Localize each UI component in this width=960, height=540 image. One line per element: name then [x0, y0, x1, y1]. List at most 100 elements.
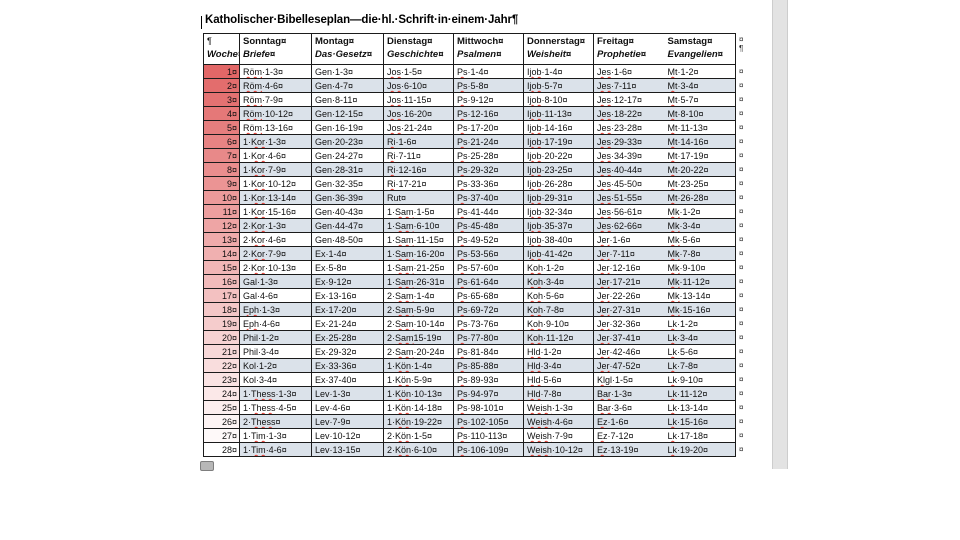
day-header-donnerstag[interactable]: Donnerstag¤ Weisheit¤: [523, 33, 594, 65]
reading-cell[interactable]: Mk·5-6¤: [664, 232, 736, 247]
reading-cell[interactable]: 1·Sam·11-15¤: [383, 232, 454, 247]
week-cell[interactable]: 18¤: [203, 302, 240, 317]
day-header-montag[interactable]: Montag¤ Das·Gesetz¤: [311, 33, 384, 65]
reading-cell[interactable]: 2·Sam·10-14¤: [383, 316, 454, 331]
week-cell[interactable]: 21¤: [203, 344, 240, 359]
reading-cell[interactable]: Gen·4-7¤: [311, 78, 384, 93]
reading-cell[interactable]: Ex·9-12¤: [311, 274, 384, 289]
reading-cell[interactable]: Mt·5-7¤: [664, 92, 736, 107]
reading-cell[interactable]: Jer·42-46¤: [593, 344, 665, 359]
reading-cell[interactable]: Ex·13-16¤: [311, 288, 384, 303]
reading-cell[interactable]: Lk·1-2¤: [664, 316, 736, 331]
reading-cell[interactable]: 2·Kor·7-9¤: [239, 246, 312, 261]
reading-cell[interactable]: Ps·65-68¤: [453, 288, 524, 303]
reading-cell[interactable]: Ps·12-16¤: [453, 106, 524, 121]
reading-cell[interactable]: 1·Sam·21-25¤: [383, 260, 454, 275]
reading-cell[interactable]: 1·Thess·4-5¤: [239, 400, 312, 415]
reading-cell[interactable]: Ps·61-64¤: [453, 274, 524, 289]
reading-cell[interactable]: 2·Sam·1-4¤: [383, 288, 454, 303]
reading-cell[interactable]: 2·Kön·1-5¤: [383, 428, 454, 443]
reading-cell[interactable]: Mk·9-10¤: [664, 260, 736, 275]
reading-cell[interactable]: Jer·47-52¤: [593, 358, 665, 373]
reading-cell[interactable]: 1·Sam·1-5¤: [383, 204, 454, 219]
reading-cell[interactable]: 1·Thess·1-3¤: [239, 386, 312, 401]
week-cell[interactable]: 8¤: [203, 162, 240, 177]
reading-cell[interactable]: Lk·3-4¤: [664, 330, 736, 345]
reading-cell[interactable]: 1·Sam·26-31¤: [383, 274, 454, 289]
reading-cell[interactable]: Ri·1-6¤: [383, 134, 454, 149]
reading-cell[interactable]: Jes·62-66¤: [593, 218, 665, 233]
reading-cell[interactable]: Ijob·35-37¤: [523, 218, 594, 233]
reading-cell[interactable]: Gen·36-39¤: [311, 190, 384, 205]
week-cell[interactable]: 23¤: [203, 372, 240, 387]
reading-cell[interactable]: Gen·8-11¤: [311, 92, 384, 107]
reading-cell[interactable]: Mt·3-4¤: [664, 78, 736, 93]
reading-cell[interactable]: Mt·26-28¤: [664, 190, 736, 205]
reading-cell[interactable]: 1·Kor·7-9¤: [239, 162, 312, 177]
reading-cell[interactable]: Ps·110-113¤: [453, 428, 524, 443]
reading-cell[interactable]: Jes·40-44¤: [593, 162, 665, 177]
reading-cell[interactable]: Röm·10-12¤: [239, 106, 312, 121]
reading-cell[interactable]: Jes·29-33¤: [593, 134, 665, 149]
reading-cell[interactable]: Ijob·23-25¤: [523, 162, 594, 177]
reading-cell[interactable]: Mk·7-8¤: [664, 246, 736, 261]
reading-cell[interactable]: Ijob·20-22¤: [523, 148, 594, 163]
reading-cell[interactable]: Mt·1-2¤: [664, 64, 736, 79]
week-cell[interactable]: 1¤: [203, 64, 240, 79]
reading-cell[interactable]: Ijob·1-4¤: [523, 64, 594, 79]
reading-cell[interactable]: Ex·33-36¤: [311, 358, 384, 373]
reading-cell[interactable]: Ijob·38-40¤: [523, 232, 594, 247]
reading-cell[interactable]: Jer·1-6¤: [593, 232, 665, 247]
reading-cell[interactable]: Koh·7-8¤: [523, 302, 594, 317]
reading-cell[interactable]: Ex·37-40¤: [311, 372, 384, 387]
week-cell[interactable]: 16¤: [203, 274, 240, 289]
reading-cell[interactable]: Hld·1-2¤: [523, 344, 594, 359]
reading-cell[interactable]: Gen·32-35¤: [311, 176, 384, 191]
reading-cell[interactable]: Weish·7-9¤: [523, 428, 594, 443]
reading-cell[interactable]: Gen·48-50¤: [311, 232, 384, 247]
reading-cell[interactable]: Jes·7-11¤: [593, 78, 665, 93]
reading-cell[interactable]: Hld·5-6¤: [523, 372, 594, 387]
reading-cell[interactable]: Jes·12-17¤: [593, 92, 665, 107]
reading-cell[interactable]: Mt·20-22¤: [664, 162, 736, 177]
reading-cell[interactable]: Lk·15-16¤: [664, 414, 736, 429]
reading-cell[interactable]: Ps·37-40¤: [453, 190, 524, 205]
reading-cell[interactable]: Ps·77-80¤: [453, 330, 524, 345]
week-cell[interactable]: 28¤: [203, 442, 240, 457]
reading-cell[interactable]: 2·Sam·5-9¤: [383, 302, 454, 317]
reading-cell[interactable]: Jer·12-16¤: [593, 260, 665, 275]
reading-cell[interactable]: Mk·13-14¤: [664, 288, 736, 303]
week-cell[interactable]: 9¤: [203, 176, 240, 191]
reading-cell[interactable]: Ps·94-97¤: [453, 386, 524, 401]
reading-cell[interactable]: 1·Kön·10-13¤: [383, 386, 454, 401]
week-cell[interactable]: 3¤: [203, 92, 240, 107]
reading-cell[interactable]: Ps·29-32¤: [453, 162, 524, 177]
reading-cell[interactable]: Jes·45-50¤: [593, 176, 665, 191]
reading-cell[interactable]: Ijob·11-13¤: [523, 106, 594, 121]
week-cell[interactable]: 27¤: [203, 428, 240, 443]
reading-cell[interactable]: Ijob·32-34¤: [523, 204, 594, 219]
reading-cell[interactable]: Ijob·17-19¤: [523, 134, 594, 149]
reading-cell[interactable]: Ex·1-4¤: [311, 246, 384, 261]
week-cell[interactable]: 4¤: [203, 106, 240, 121]
reading-cell[interactable]: Jos·1-5¤: [383, 64, 454, 79]
reading-cell[interactable]: Ri·17-21¤: [383, 176, 454, 191]
reading-cell[interactable]: Gal·4-6¤: [239, 288, 312, 303]
reading-cell[interactable]: Weish·4-6¤: [523, 414, 594, 429]
day-header-freitag[interactable]: Freitag¤ Prophetie¤: [593, 33, 665, 65]
reading-cell[interactable]: Gen·44-47¤: [311, 218, 384, 233]
reading-cell[interactable]: Ri·7-11¤: [383, 148, 454, 163]
reading-cell[interactable]: 2·Thess¤: [239, 414, 312, 429]
week-header-cell[interactable]: ¶ Woche¤: [203, 33, 240, 65]
reading-cell[interactable]: Gen·12-15¤: [311, 106, 384, 121]
reading-cell[interactable]: 2·Kor·1-3¤: [239, 218, 312, 233]
reading-cell[interactable]: Koh·9-10¤: [523, 316, 594, 331]
reading-cell[interactable]: Ps·106-109¤: [453, 442, 524, 457]
reading-cell[interactable]: Koh·3-4¤: [523, 274, 594, 289]
reading-cell[interactable]: Ijob·5-7¤: [523, 78, 594, 93]
reading-cell[interactable]: 1·Sam·6-10¤: [383, 218, 454, 233]
reading-cell[interactable]: Bar·3-6¤: [593, 400, 665, 415]
bible-plan-table[interactable]: ¶ Woche¤ Sonntag¤ Briefe¤ Montag¤ Das·Ge…: [203, 33, 750, 457]
week-cell[interactable]: 6¤: [203, 134, 240, 149]
reading-cell[interactable]: 1·Kön·1-4¤: [383, 358, 454, 373]
